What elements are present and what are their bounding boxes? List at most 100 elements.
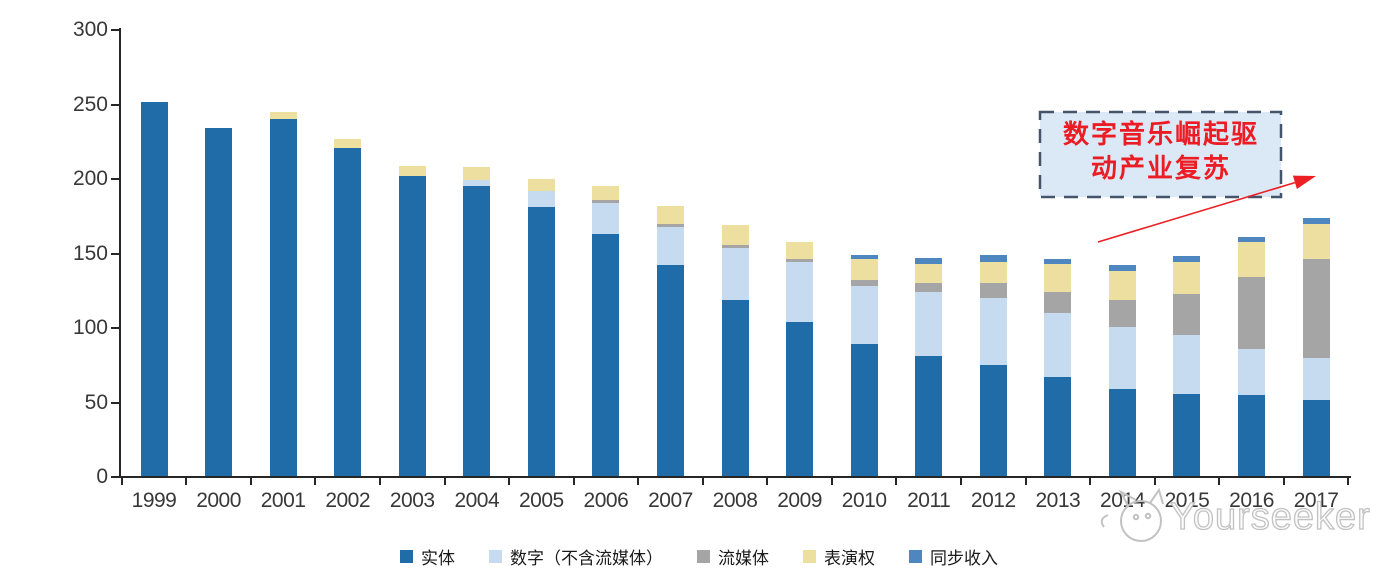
bar-segment: [1302, 217, 1330, 224]
bar-segment: [656, 223, 684, 227]
legend-label: 同步收入: [930, 548, 998, 568]
x-tick-mark: [314, 478, 317, 485]
bar-segment: [915, 292, 943, 357]
bar-segment: [656, 205, 684, 224]
bar-segment: [463, 186, 491, 477]
x-axis-line: [117, 475, 1351, 478]
legend-item: 流媒体: [697, 544, 769, 569]
bar-segment: [269, 119, 297, 477]
bar-segment: [1302, 399, 1330, 477]
legend-swatch-icon: [697, 549, 710, 563]
x-tick-mark: [830, 478, 833, 485]
legend-item: 同步收入: [909, 544, 998, 569]
bar-segment: [592, 199, 620, 203]
legend-label: 表演权: [824, 548, 875, 568]
bar-segment: [463, 180, 491, 187]
x-tick-label: 2017: [1293, 489, 1339, 512]
bar-segment: [398, 176, 426, 477]
bar-segment: [1302, 259, 1330, 358]
bar-segment: [1108, 326, 1136, 390]
x-tick-mark: [185, 478, 188, 485]
bar-segment: [979, 254, 1007, 263]
x-tick-label: 2007: [648, 489, 693, 512]
bar-segment: [1173, 393, 1201, 477]
legend-item: 数字（不含流媒体）: [489, 544, 663, 569]
bar-segment: [721, 247, 749, 300]
x-tick-label: 2011: [907, 489, 951, 512]
bar-segment: [656, 265, 684, 477]
y-tick-mark: [111, 178, 120, 180]
y-tick-mark: [111, 401, 120, 404]
bar-segment: [979, 262, 1007, 284]
bar-segment: [850, 344, 878, 477]
x-tick-label: 2015: [1164, 489, 1210, 512]
bar-segment: [1044, 263, 1072, 293]
bar-segment: [979, 365, 1007, 477]
bar-segment: [1238, 348, 1266, 396]
bar-segment: [1173, 256, 1201, 263]
x-tick-label: 2002: [325, 489, 371, 512]
bar-segment: [979, 283, 1007, 299]
bar-segment: [527, 179, 555, 191]
bar-segment: [1108, 271, 1136, 300]
annotation-arrow-line: [1097, 181, 1298, 243]
bar-segment: [1044, 292, 1072, 314]
y-tick-label: 0: [96, 465, 108, 488]
x-tick-label: 2016: [1229, 489, 1274, 512]
x-tick-mark: [1153, 478, 1156, 485]
x-tick-label: 1999: [131, 489, 177, 512]
bar-segment: [915, 283, 943, 293]
annotation-line-1: 数字音乐崛起驱: [1062, 120, 1259, 149]
bar-segment: [1108, 265, 1136, 272]
legend-label: 实体: [421, 548, 455, 568]
x-tick-mark: [378, 478, 381, 485]
x-tick-mark: [1089, 478, 1092, 485]
x-tick-label: 2006: [583, 489, 629, 512]
legend-swatch-icon: [489, 549, 502, 563]
bar-segment: [205, 128, 233, 477]
bar-segment: [269, 111, 297, 120]
x-tick-mark: [1218, 478, 1221, 485]
bar-segment: [592, 234, 620, 477]
legend-swatch-icon: [400, 549, 413, 563]
x-tick-mark: [443, 478, 446, 485]
bar-segment: [915, 263, 943, 284]
legend-label: 流媒体: [718, 548, 769, 568]
bar-segment: [1108, 299, 1136, 327]
bar-segment: [979, 298, 1007, 366]
x-tick-label: 2004: [454, 489, 500, 512]
x-tick-label: 2003: [389, 489, 435, 512]
bar-segment: [592, 186, 620, 200]
bar-segment: [786, 262, 814, 323]
bar-segment: [334, 147, 362, 477]
bar-segment: [850, 259, 878, 281]
bar-segment: [721, 244, 749, 248]
y-tick-label: 250: [72, 92, 108, 116]
x-tick-mark: [637, 478, 640, 485]
y-tick-mark: [111, 252, 120, 255]
y-tick-label: 50: [84, 390, 108, 414]
bar-segment: [786, 322, 814, 477]
bar-segment: [1302, 223, 1330, 260]
y-tick-mark: [111, 29, 120, 31]
bar-segment: [786, 259, 814, 263]
y-tick-label: 200: [72, 167, 108, 190]
legend-item: 表演权: [803, 544, 875, 569]
y-tick-mark: [111, 476, 120, 478]
legend-label: 数字（不含流媒体）: [510, 548, 663, 568]
bar-segment: [334, 138, 362, 148]
bar-segment: [1044, 377, 1072, 477]
bar-segment: [1173, 335, 1201, 394]
y-tick-mark: [111, 103, 120, 106]
bar-segment: [1173, 293, 1201, 336]
x-tick-mark: [1347, 478, 1350, 485]
watermark-text: Yourseeker: [1169, 495, 1371, 538]
x-tick-label: 2005: [519, 489, 564, 512]
x-tick-mark: [572, 478, 575, 485]
bar-segment: [1238, 395, 1266, 477]
annotation-text: 数字音乐崛起驱 动产业复苏: [1040, 118, 1282, 186]
x-tick-label: 2008: [712, 489, 758, 512]
bar-segment: [592, 202, 620, 235]
bar-segment: [1044, 259, 1072, 264]
x-tick-label: 2001: [260, 489, 306, 512]
